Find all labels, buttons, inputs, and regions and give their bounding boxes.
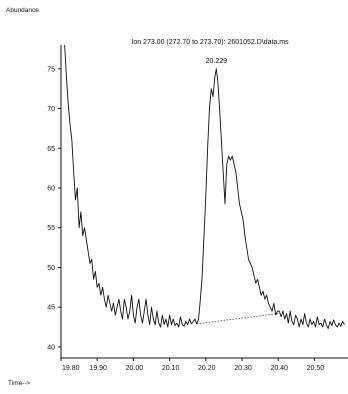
x-tick-label: 19.90 <box>89 365 107 372</box>
x-tick-label: 20.40 <box>270 365 288 372</box>
x-tick-label: 20.50 <box>307 365 325 372</box>
y-tick-label: 65 <box>47 146 55 153</box>
y-tick-label: 50 <box>47 265 55 272</box>
ion-trace-line <box>64 44 345 330</box>
y-axis-ticks: 40 45 50 55 60 65 70 75 <box>47 66 61 351</box>
y-tick-label: 60 <box>47 185 55 192</box>
x-tick-label: 20.00 <box>126 365 144 372</box>
chart-title: Ion 273.00 (272.70 to 273.70): 2601052.D… <box>131 39 289 46</box>
x-axis-title: Time--> <box>8 380 31 387</box>
y-tick-label: 45 <box>47 305 55 312</box>
x-axis-ticks: 19.80 19.90 20.00 20.10 20.20 20.30 20.40 20.50 <box>60 358 325 372</box>
x-tick-label: 19.80 <box>62 365 80 372</box>
peak-label: 20.229 <box>206 58 228 65</box>
y-tick-label: 55 <box>47 225 55 232</box>
y-axis-title: Abundance <box>6 7 39 14</box>
integration-baseline <box>196 313 279 325</box>
x-tick-label: 20.30 <box>234 365 252 372</box>
y-tick-label: 70 <box>47 106 55 113</box>
x-tick-label: 20.20 <box>198 365 216 372</box>
x-tick-label: 20.10 <box>162 365 180 372</box>
y-tick-label: 75 <box>47 66 55 73</box>
y-tick-label: 40 <box>47 344 55 351</box>
